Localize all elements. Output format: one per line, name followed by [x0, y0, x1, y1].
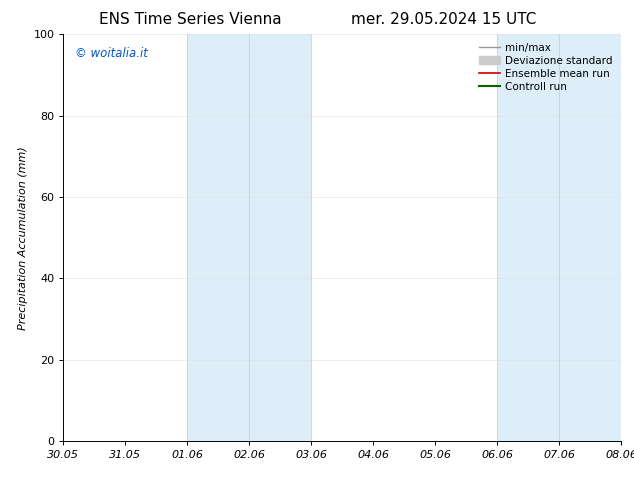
Text: © woitalia.it: © woitalia.it: [75, 47, 148, 59]
Bar: [188, 34, 311, 441]
Y-axis label: Precipitation Accumulation (mm): Precipitation Accumulation (mm): [18, 146, 28, 329]
Legend: min/max, Deviazione standard, Ensemble mean run, Controll run: min/max, Deviazione standard, Ensemble m…: [476, 40, 616, 95]
Bar: [497, 34, 621, 441]
Text: ENS Time Series Vienna: ENS Time Series Vienna: [99, 12, 281, 27]
Text: mer. 29.05.2024 15 UTC: mer. 29.05.2024 15 UTC: [351, 12, 536, 27]
